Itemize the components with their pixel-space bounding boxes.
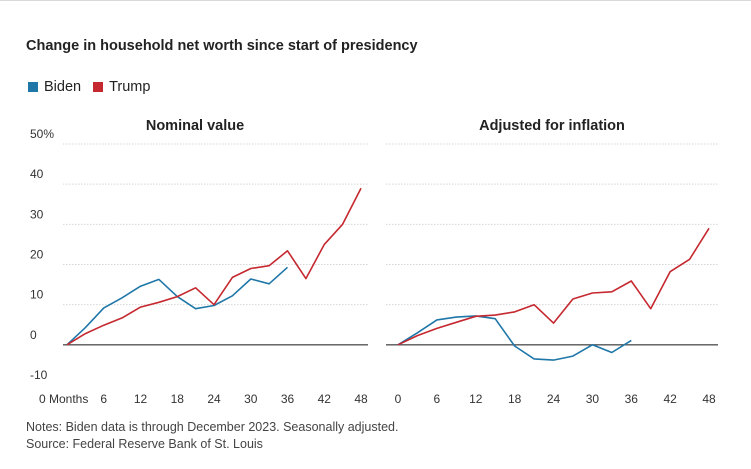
x-tick-label: 42 [663,392,677,406]
x-tick-label: 18 [171,392,185,406]
legend-item-trump: Trump [93,79,150,95]
series-line-trump-0 [66,187,362,346]
x-tick-label: 6 [100,392,107,406]
x-tick-label: 48 [702,392,716,406]
x-tick-label: 48 [354,392,368,406]
legend-swatch-trump [93,82,104,92]
footer-notes: Notes: Biden data is through December 20… [26,420,399,434]
legend-swatch-biden [28,82,38,92]
panel-title-1: Adjusted for inflation [479,118,625,134]
x-tick-label: 12 [469,392,483,406]
series-line-biden-0 [66,266,289,346]
x-tick-label: 36 [625,392,639,406]
x-tick-label: 42 [318,392,332,406]
x-tick-label: 30 [586,392,600,406]
x-tick-label: 30 [244,392,258,406]
legend-item-biden: Biden [28,79,81,95]
x-tick-label: 6 [434,392,441,406]
legend-label-trump: Trump [109,79,151,95]
x-tick-label: 0 Months [39,392,88,406]
x-tick-label: 24 [207,392,221,406]
footer-source: Source: Federal Reserve Bank of St. Loui… [26,437,263,451]
y-tick-label: 50% [30,127,54,141]
y-tick-label: -10 [30,368,48,382]
y-tick-label: 10 [30,288,44,302]
legend: Biden Trump [28,79,162,95]
x-tick-label: 24 [547,392,561,406]
y-tick-label: 40 [30,167,44,181]
x-tick-label: 18 [508,392,522,406]
x-tick-label: 36 [281,392,295,406]
y-tick-label: 20 [30,248,44,262]
x-tick-label: 0 [395,392,402,406]
series-line-trump-1 [397,227,710,346]
y-tick-label: 0 [30,328,37,342]
legend-label-biden: Biden [44,79,82,95]
panel-title-0: Nominal value [146,118,244,134]
top-rule [0,0,751,1]
y-tick-label: 30 [30,207,44,221]
x-tick-label: 12 [134,392,148,406]
series-line-biden-1 [397,315,632,361]
chart-title: Change in household net worth since star… [26,38,418,54]
